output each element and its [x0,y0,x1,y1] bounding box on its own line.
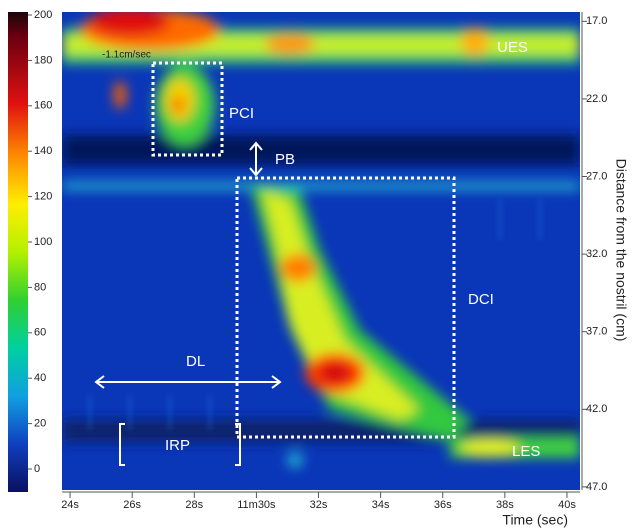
colorbar-tick-label: 80 [34,281,46,293]
y-tick-label: 42.0 [586,403,607,415]
x-tick-label: 26s [123,499,141,511]
x-tick-label: 40s [558,499,576,511]
dci-label: DCI [468,291,494,308]
y-tick-label: 22.0 [586,93,607,105]
x-tick-label: 28s [185,499,203,511]
pb-label: PB [275,151,295,168]
les-label: LES [512,443,540,460]
colorbar-tick-label: 40 [34,372,46,384]
colorbar-tick-label: 60 [34,327,46,339]
heatmap-field [62,8,580,490]
y-tick-label: 27.0 [586,170,607,182]
velocity-label: -1.1cm/sec [102,50,151,61]
x-tick-label: 36s [434,499,452,511]
x-axis-label: Time (sec) [502,512,568,528]
y-tick-label: 37.0 [586,326,607,338]
dl-label: DL [186,353,205,370]
y-axis-label: Distance from the nostril (cm) [613,159,629,342]
y-tick-label: 17.0 [586,15,607,27]
colorbar-tick-label: 0 [34,463,40,475]
y-tick-label: 47.0 [586,481,607,493]
colorbar-tick-label: 200 [34,9,52,21]
colorbar-tick-label: 180 [34,54,52,66]
irp-label: IRP [165,437,190,454]
chart: -1.1cm/sec UES PCI PB DCI DL IRP LES Tim… [0,0,632,532]
colorbar-tick-label: 100 [34,236,52,248]
x-tick-label: 11m30s [237,499,276,511]
x-tick-label: 34s [372,499,390,511]
y-tick-label: 32.0 [586,248,607,260]
x-tick-label: 38s [496,499,514,511]
colorbar-tick-label: 20 [34,418,46,430]
pci-label: PCI [229,105,254,122]
x-tick-label: 24s [61,499,79,511]
colorbar-tick-label: 120 [34,191,52,203]
x-tick-label: 32s [310,499,328,511]
ues-label: UES [497,39,528,56]
colorbar [8,12,28,492]
colorbar-tick-label: 140 [34,145,52,157]
colorbar-tick-label: 160 [34,100,52,112]
